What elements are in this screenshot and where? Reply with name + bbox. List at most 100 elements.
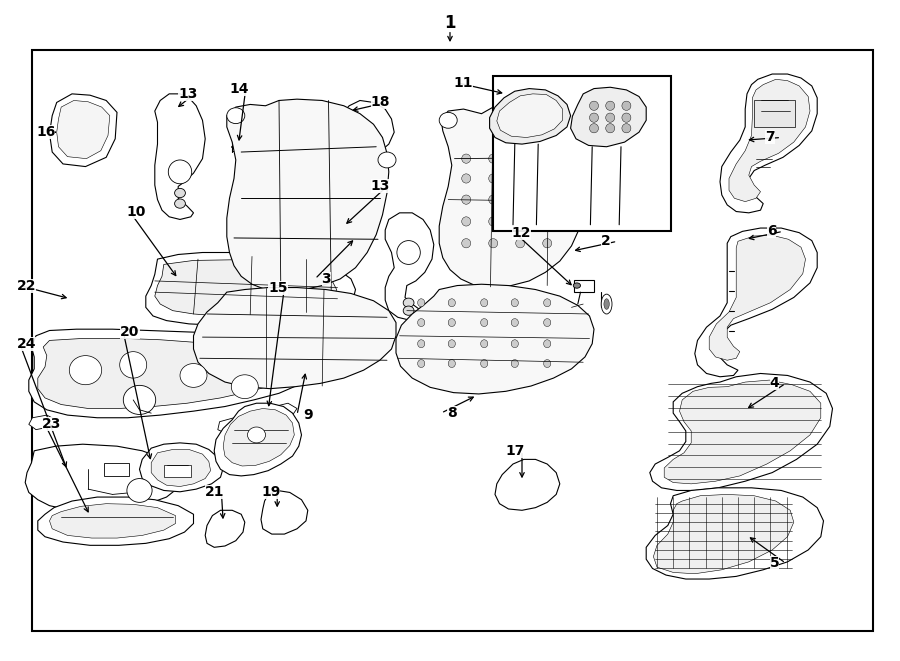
Text: 5: 5 bbox=[770, 556, 779, 570]
Polygon shape bbox=[709, 235, 806, 360]
Ellipse shape bbox=[489, 239, 498, 248]
Polygon shape bbox=[50, 504, 176, 538]
Ellipse shape bbox=[418, 319, 425, 327]
Text: 13: 13 bbox=[371, 179, 391, 194]
Ellipse shape bbox=[516, 217, 525, 226]
Polygon shape bbox=[194, 288, 396, 389]
Ellipse shape bbox=[462, 154, 471, 163]
Text: 20: 20 bbox=[120, 325, 140, 339]
Ellipse shape bbox=[439, 112, 457, 128]
Ellipse shape bbox=[348, 140, 372, 164]
Ellipse shape bbox=[168, 160, 192, 184]
Ellipse shape bbox=[175, 199, 185, 208]
Ellipse shape bbox=[378, 152, 396, 168]
Polygon shape bbox=[25, 444, 182, 510]
Ellipse shape bbox=[481, 340, 488, 348]
Text: 21: 21 bbox=[205, 485, 225, 500]
Polygon shape bbox=[223, 408, 294, 466]
Ellipse shape bbox=[590, 113, 598, 122]
Polygon shape bbox=[331, 100, 394, 197]
Ellipse shape bbox=[573, 283, 580, 288]
Ellipse shape bbox=[622, 101, 631, 110]
Ellipse shape bbox=[606, 124, 615, 133]
Ellipse shape bbox=[606, 101, 615, 110]
Polygon shape bbox=[38, 497, 194, 545]
Text: 14: 14 bbox=[230, 82, 249, 97]
Ellipse shape bbox=[489, 217, 498, 226]
Text: 13: 13 bbox=[178, 87, 198, 101]
Text: 19: 19 bbox=[261, 485, 281, 500]
Bar bbox=[574, 280, 594, 292]
Polygon shape bbox=[214, 403, 302, 476]
Ellipse shape bbox=[403, 306, 414, 315]
Ellipse shape bbox=[123, 385, 156, 414]
Polygon shape bbox=[439, 104, 594, 288]
Ellipse shape bbox=[604, 299, 609, 309]
Ellipse shape bbox=[511, 299, 518, 307]
Ellipse shape bbox=[544, 319, 551, 327]
Text: 24: 24 bbox=[16, 336, 36, 351]
Bar bbox=[32, 50, 873, 631]
Polygon shape bbox=[729, 79, 810, 202]
Ellipse shape bbox=[481, 319, 488, 327]
Polygon shape bbox=[140, 443, 223, 492]
Ellipse shape bbox=[511, 319, 518, 327]
Polygon shape bbox=[29, 329, 315, 418]
Ellipse shape bbox=[462, 174, 471, 183]
Text: 6: 6 bbox=[767, 224, 777, 239]
Text: 10: 10 bbox=[126, 204, 146, 219]
Ellipse shape bbox=[231, 375, 258, 399]
Ellipse shape bbox=[544, 340, 551, 348]
Ellipse shape bbox=[448, 299, 455, 307]
Polygon shape bbox=[50, 94, 117, 167]
Text: 9: 9 bbox=[303, 408, 313, 422]
Polygon shape bbox=[38, 338, 295, 408]
Polygon shape bbox=[65, 510, 106, 517]
Ellipse shape bbox=[397, 241, 420, 264]
Ellipse shape bbox=[590, 101, 598, 110]
Ellipse shape bbox=[120, 352, 147, 378]
Ellipse shape bbox=[543, 217, 552, 226]
Polygon shape bbox=[571, 87, 646, 147]
Bar bbox=[104, 463, 129, 476]
Ellipse shape bbox=[69, 356, 102, 385]
Polygon shape bbox=[218, 418, 245, 433]
Ellipse shape bbox=[418, 360, 425, 368]
Ellipse shape bbox=[127, 479, 152, 502]
Ellipse shape bbox=[516, 174, 525, 183]
Text: 2: 2 bbox=[601, 234, 611, 249]
Ellipse shape bbox=[489, 174, 498, 183]
Polygon shape bbox=[205, 510, 245, 547]
Ellipse shape bbox=[175, 188, 185, 198]
Ellipse shape bbox=[516, 195, 525, 204]
Polygon shape bbox=[155, 94, 205, 219]
Text: 16: 16 bbox=[36, 125, 56, 139]
Ellipse shape bbox=[511, 340, 518, 348]
Text: 22: 22 bbox=[16, 278, 36, 293]
Polygon shape bbox=[653, 494, 794, 574]
Text: 17: 17 bbox=[506, 444, 526, 458]
Polygon shape bbox=[227, 99, 389, 291]
Ellipse shape bbox=[543, 239, 552, 248]
Polygon shape bbox=[57, 100, 110, 159]
Polygon shape bbox=[272, 403, 297, 418]
Ellipse shape bbox=[543, 154, 552, 163]
Polygon shape bbox=[497, 94, 562, 137]
Polygon shape bbox=[695, 228, 817, 377]
Polygon shape bbox=[650, 373, 832, 490]
Ellipse shape bbox=[622, 113, 631, 122]
Polygon shape bbox=[646, 488, 824, 579]
Ellipse shape bbox=[180, 364, 207, 387]
Ellipse shape bbox=[418, 299, 425, 307]
Polygon shape bbox=[151, 449, 211, 486]
Ellipse shape bbox=[543, 174, 552, 183]
Bar bbox=[164, 465, 191, 477]
Ellipse shape bbox=[622, 124, 631, 133]
Ellipse shape bbox=[544, 299, 551, 307]
Bar bbox=[754, 100, 795, 127]
Text: 4: 4 bbox=[770, 376, 779, 391]
Ellipse shape bbox=[462, 195, 471, 204]
Ellipse shape bbox=[403, 298, 414, 307]
Polygon shape bbox=[155, 260, 337, 316]
Ellipse shape bbox=[516, 239, 525, 248]
